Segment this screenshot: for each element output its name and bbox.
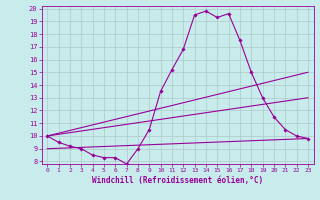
- X-axis label: Windchill (Refroidissement éolien,°C): Windchill (Refroidissement éolien,°C): [92, 176, 263, 185]
